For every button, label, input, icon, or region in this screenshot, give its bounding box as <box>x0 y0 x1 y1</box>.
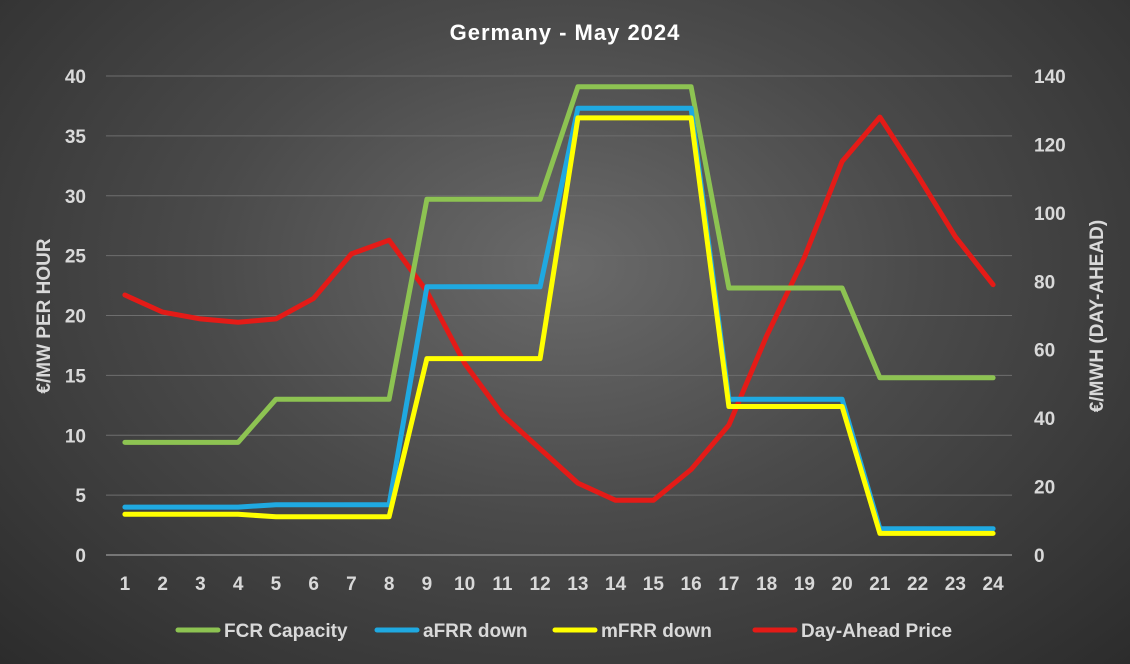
x-tick-label: 4 <box>233 574 244 595</box>
y2-tick-label: 80 <box>1034 272 1055 293</box>
x-tick-label: 11 <box>492 574 513 595</box>
y-tick-label: 40 <box>65 67 86 88</box>
x-tick-label: 2 <box>157 574 168 595</box>
y-tick-label: 25 <box>65 247 87 268</box>
x-tick-label: 19 <box>794 574 815 595</box>
x-tick-label: 12 <box>530 574 551 595</box>
y2-tick-label: 140 <box>1034 67 1066 88</box>
x-tick-label: 16 <box>681 574 702 595</box>
y-tick-label: 10 <box>65 426 86 447</box>
x-tick-label: 1 <box>120 574 131 595</box>
y2-tick-label: 120 <box>1034 135 1066 156</box>
y2-tick-label: 20 <box>1034 478 1055 499</box>
y-tick-label: 15 <box>65 366 87 387</box>
x-tick-label: 8 <box>384 574 395 595</box>
series-line-mfrr-down <box>122 115 996 536</box>
legend-item: aFRR down <box>374 621 528 642</box>
x-tick-label: 10 <box>454 574 475 595</box>
legend-label: aFRR down <box>423 621 528 642</box>
gridlines <box>106 75 1012 556</box>
y-axis-title: €/MW PER HOUR <box>34 238 55 393</box>
x-tick-label: 14 <box>605 574 627 595</box>
y2-tick-label: 100 <box>1034 204 1066 225</box>
series-lines <box>122 84 996 536</box>
legend-item: Day-Ahead Price <box>752 621 952 642</box>
chart-title: Germany - May 2024 <box>450 20 681 45</box>
x-tick-label: 20 <box>832 574 853 595</box>
y-tick-label: 30 <box>65 187 86 208</box>
x-tick-label: 7 <box>346 574 357 595</box>
legend-label: Day-Ahead Price <box>801 621 952 642</box>
x-tick-label: 6 <box>308 574 319 595</box>
y2-axis-ticks: 0 20 40 60 80 100 120 140 <box>1034 67 1066 567</box>
x-tick-label: 23 <box>945 574 966 595</box>
x-tick-label: 21 <box>869 574 891 595</box>
x-tick-label: 3 <box>195 574 206 595</box>
x-tick-label: 18 <box>756 574 777 595</box>
legend: FCR Capacity aFRR down mFRR down Day-Ahead … <box>175 621 952 642</box>
legend-item: FCR Capacity <box>175 621 348 642</box>
legend-label: mFRR down <box>601 621 712 642</box>
y-tick-label: 35 <box>65 127 87 148</box>
x-tick-label: 17 <box>718 574 739 595</box>
y-tick-label: 0 <box>75 546 86 567</box>
x-tick-label: 13 <box>567 574 588 595</box>
x-tick-label: 24 <box>983 574 1005 595</box>
x-tick-label: 9 <box>422 574 433 595</box>
y2-tick-label: 0 <box>1034 546 1045 567</box>
series-line-day-ahead-price <box>122 114 996 503</box>
x-tick-label: 5 <box>271 574 282 595</box>
series-line-fcr-capacity <box>122 84 996 445</box>
x-axis-ticks: 1 2 3 4 5 6 7 8 9 10 11 12 13 14 15 16 17 18 19 20 21 22 23 24 <box>120 574 1005 595</box>
legend-label: FCR Capacity <box>224 621 348 642</box>
legend-item: mFRR down <box>552 621 712 642</box>
y-tick-label: 5 <box>75 486 86 507</box>
y2-tick-label: 60 <box>1034 341 1055 362</box>
x-tick-label: 22 <box>907 574 928 595</box>
y2-axis-title: €/MWH (DAY-AHEAD) <box>1087 220 1108 412</box>
y-axis-ticks: 0 5 10 15 20 25 30 35 40 <box>65 67 87 567</box>
x-tick-label: 15 <box>643 574 665 595</box>
y2-tick-label: 40 <box>1034 409 1055 430</box>
y-tick-label: 20 <box>65 307 86 328</box>
